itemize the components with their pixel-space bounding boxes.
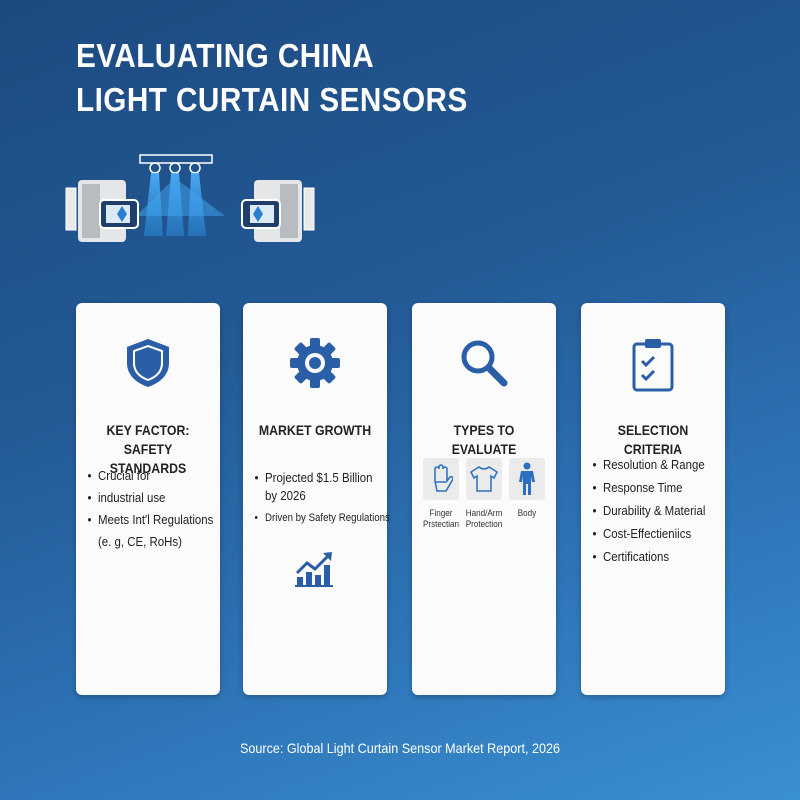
type-hand-arm-protection: Hand/Arm Protection xyxy=(463,458,505,530)
list-item: Durability & Material xyxy=(592,499,710,522)
light-curtain-sensor-illustration xyxy=(65,154,315,242)
type-label: Hand/Arm xyxy=(465,508,503,518)
list-item: Meets Int'l Regulations xyxy=(87,509,213,531)
shield-icon xyxy=(127,339,169,387)
list-item: Projected $1.5 Billion xyxy=(254,469,372,487)
type-label: Protection xyxy=(465,519,503,529)
bullet-list: Projected $1.5 Billion by 2026 Driven by… xyxy=(243,469,389,527)
growth-chart-icon xyxy=(295,552,333,587)
list-item: Crucial for xyxy=(87,465,205,487)
title-line-1: EVALUATING CHINA xyxy=(76,37,375,74)
list-item: Cost-Effectieniics xyxy=(592,522,710,545)
list-item: (e. g, CE, RoHs) xyxy=(98,534,182,549)
card-selection-criteria: SELECTION CRITERIA Resolution & Range Re… xyxy=(581,303,725,695)
card-title-line: TYPES TO EVALUATE xyxy=(451,422,517,457)
list-item: Driven by Safety Regulations xyxy=(254,509,389,527)
type-label: Finger xyxy=(429,508,453,518)
list-item: industrial use xyxy=(87,487,205,509)
person-icon xyxy=(519,462,535,495)
clipboard-check-icon xyxy=(632,339,674,392)
gear-icon xyxy=(290,338,340,388)
card-title: TYPES TO EVALUATE xyxy=(421,421,548,459)
type-finger-protection: Finger Prstectian xyxy=(420,458,462,530)
card-market-growth: MARKET GROWTH Projected $1.5 Billion by … xyxy=(243,303,390,695)
card-title-line: MARKET GROWTH xyxy=(258,422,372,438)
page-title: EVALUATING CHINA LIGHT CURTAIN SENSORS xyxy=(76,34,468,122)
card-title-line: KEY FACTOR: xyxy=(106,422,190,438)
list-item: Certifications xyxy=(592,545,710,568)
bullet-list: Crucial for industrial use Meets Int'l R… xyxy=(76,465,220,553)
list-item: Response Time xyxy=(592,476,710,499)
type-label: Body xyxy=(517,508,537,518)
title-line-2: LIGHT CURTAIN SENSORS xyxy=(76,81,468,118)
shirt-icon xyxy=(470,466,498,492)
list-item: Resolution & Range xyxy=(592,453,710,476)
magnifier-icon xyxy=(461,340,508,387)
type-body: Body xyxy=(506,458,548,530)
bullet-list: Resolution & Range Response Time Durabil… xyxy=(581,453,725,568)
list-item: by 2026 xyxy=(265,488,306,503)
source-caption: Source: Global Light Curtain Sensor Mark… xyxy=(239,740,561,756)
card-types-to-evaluate: TYPES TO EVALUATE Finger Prstectian Hand/… xyxy=(412,303,556,695)
type-label: Prstectian xyxy=(422,519,460,529)
card-safety-standards: KEY FACTOR:SAFETY STANDARDS Crucial for … xyxy=(76,303,220,695)
hand-icon xyxy=(434,464,453,492)
protection-types: Finger Prstectian Hand/Arm Protection Body xyxy=(420,458,548,530)
card-title: MARKET GROWTH xyxy=(252,421,379,440)
